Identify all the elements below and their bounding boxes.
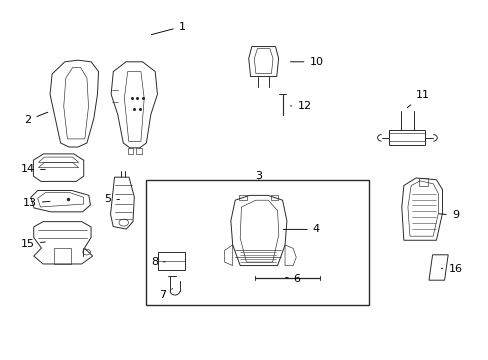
Text: 11: 11 — [407, 90, 429, 108]
Text: 8: 8 — [150, 257, 165, 267]
Text: 7: 7 — [159, 289, 172, 300]
Text: 14: 14 — [21, 165, 45, 174]
Text: 16: 16 — [441, 264, 462, 274]
Text: 5: 5 — [104, 194, 119, 204]
Text: 9: 9 — [438, 210, 458, 220]
Text: 13: 13 — [23, 198, 50, 208]
Text: 4: 4 — [283, 224, 319, 234]
Text: 1: 1 — [151, 22, 185, 35]
Text: 6: 6 — [285, 274, 300, 284]
Text: 15: 15 — [21, 239, 45, 248]
Text: 3: 3 — [255, 171, 262, 181]
Text: 10: 10 — [290, 57, 323, 67]
Text: 2: 2 — [24, 112, 48, 125]
Text: 12: 12 — [290, 101, 311, 111]
